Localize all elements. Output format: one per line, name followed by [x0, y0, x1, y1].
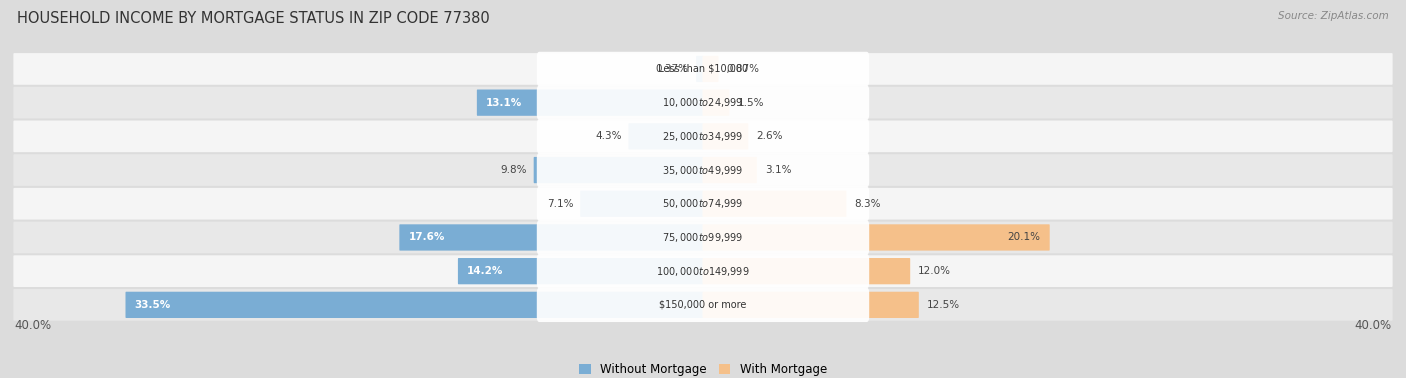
Text: 12.0%: 12.0%	[918, 266, 952, 276]
FancyBboxPatch shape	[14, 53, 1392, 85]
Text: $100,000 to $149,999: $100,000 to $149,999	[657, 265, 749, 278]
FancyBboxPatch shape	[537, 254, 869, 288]
Text: $35,000 to $49,999: $35,000 to $49,999	[662, 164, 744, 177]
FancyBboxPatch shape	[458, 258, 703, 284]
Text: $25,000 to $34,999: $25,000 to $34,999	[662, 130, 744, 143]
Text: Less than $10,000: Less than $10,000	[658, 64, 748, 74]
Text: 9.8%: 9.8%	[501, 165, 527, 175]
Text: $50,000 to $74,999: $50,000 to $74,999	[662, 197, 744, 210]
FancyBboxPatch shape	[537, 153, 869, 187]
Text: Source: ZipAtlas.com: Source: ZipAtlas.com	[1278, 11, 1389, 21]
FancyBboxPatch shape	[14, 289, 1392, 321]
FancyBboxPatch shape	[14, 154, 1392, 186]
Legend: Without Mortgage, With Mortgage: Without Mortgage, With Mortgage	[574, 358, 832, 378]
FancyBboxPatch shape	[537, 288, 869, 322]
FancyBboxPatch shape	[537, 220, 869, 255]
Text: $10,000 to $24,999: $10,000 to $24,999	[662, 96, 744, 109]
Text: 0.37%: 0.37%	[655, 64, 688, 74]
Text: 40.0%: 40.0%	[14, 319, 51, 332]
Text: 7.1%: 7.1%	[547, 199, 574, 209]
Text: 20.1%: 20.1%	[1008, 232, 1040, 242]
FancyBboxPatch shape	[703, 123, 748, 149]
FancyBboxPatch shape	[534, 157, 703, 183]
FancyBboxPatch shape	[537, 52, 869, 86]
FancyBboxPatch shape	[14, 188, 1392, 220]
FancyBboxPatch shape	[537, 187, 869, 221]
FancyBboxPatch shape	[696, 56, 703, 82]
FancyBboxPatch shape	[628, 123, 703, 149]
Text: 33.5%: 33.5%	[135, 300, 172, 310]
FancyBboxPatch shape	[477, 90, 703, 116]
FancyBboxPatch shape	[703, 258, 910, 284]
Text: 2.6%: 2.6%	[756, 131, 783, 141]
Text: $75,000 to $99,999: $75,000 to $99,999	[662, 231, 744, 244]
FancyBboxPatch shape	[399, 224, 703, 251]
FancyBboxPatch shape	[14, 87, 1392, 118]
FancyBboxPatch shape	[14, 222, 1392, 253]
FancyBboxPatch shape	[581, 191, 703, 217]
FancyBboxPatch shape	[703, 56, 718, 82]
FancyBboxPatch shape	[703, 292, 918, 318]
Text: $150,000 or more: $150,000 or more	[659, 300, 747, 310]
FancyBboxPatch shape	[14, 255, 1392, 287]
Text: 40.0%: 40.0%	[1355, 319, 1392, 332]
Text: 3.1%: 3.1%	[765, 165, 792, 175]
FancyBboxPatch shape	[703, 191, 846, 217]
Text: 1.5%: 1.5%	[738, 98, 763, 108]
FancyBboxPatch shape	[703, 224, 1050, 251]
Text: 17.6%: 17.6%	[409, 232, 444, 242]
Text: 4.3%: 4.3%	[596, 131, 621, 141]
FancyBboxPatch shape	[14, 121, 1392, 152]
Text: 13.1%: 13.1%	[486, 98, 522, 108]
Text: 8.3%: 8.3%	[855, 199, 882, 209]
FancyBboxPatch shape	[537, 85, 869, 120]
FancyBboxPatch shape	[125, 292, 703, 318]
FancyBboxPatch shape	[703, 157, 756, 183]
Text: 0.87%: 0.87%	[727, 64, 759, 74]
Text: 14.2%: 14.2%	[467, 266, 503, 276]
Text: HOUSEHOLD INCOME BY MORTGAGE STATUS IN ZIP CODE 77380: HOUSEHOLD INCOME BY MORTGAGE STATUS IN Z…	[17, 11, 489, 26]
FancyBboxPatch shape	[703, 90, 730, 116]
FancyBboxPatch shape	[537, 119, 869, 153]
Text: 12.5%: 12.5%	[927, 300, 960, 310]
